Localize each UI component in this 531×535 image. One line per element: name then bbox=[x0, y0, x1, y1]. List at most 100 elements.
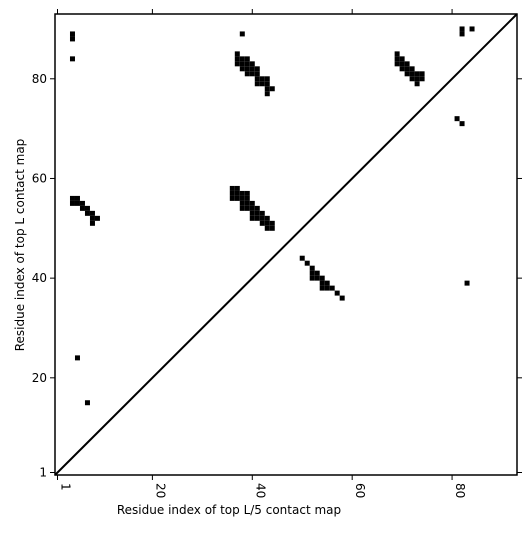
contact-cell bbox=[249, 71, 255, 77]
contact-cell bbox=[254, 215, 260, 221]
contact-cell bbox=[264, 220, 270, 226]
contact-cell bbox=[249, 210, 255, 216]
contact-cell bbox=[414, 81, 420, 87]
contact-cell bbox=[319, 280, 325, 286]
contact-cell bbox=[414, 76, 420, 82]
contact-cell bbox=[84, 210, 90, 216]
contact-cell bbox=[244, 195, 250, 201]
contact-cell bbox=[324, 280, 330, 286]
contact-cell bbox=[69, 36, 75, 42]
contact-cell bbox=[244, 56, 250, 62]
contact-cell bbox=[259, 81, 265, 87]
contact-cell bbox=[244, 205, 250, 211]
contact-cell bbox=[234, 185, 240, 191]
contact-cell bbox=[259, 76, 265, 82]
contact-cell bbox=[254, 76, 260, 82]
contact-cell bbox=[69, 200, 75, 206]
contact-cell bbox=[234, 51, 240, 57]
contact-cell bbox=[264, 81, 270, 87]
contact-cell bbox=[74, 355, 80, 361]
contact-cell bbox=[244, 71, 250, 77]
contact-cell bbox=[409, 71, 415, 77]
contact-cell bbox=[69, 56, 75, 62]
contact-cell bbox=[84, 400, 90, 406]
contact-cell bbox=[394, 51, 400, 57]
x-tick-label: 60 bbox=[353, 483, 367, 498]
contact-cell bbox=[229, 190, 235, 196]
contact-cell bbox=[409, 66, 415, 72]
contact-cell bbox=[339, 295, 345, 301]
contact-cell bbox=[309, 270, 315, 276]
contact-cell bbox=[259, 220, 265, 226]
contact-cell bbox=[254, 66, 260, 72]
contact-cell bbox=[239, 200, 245, 206]
plot-frame bbox=[54, 13, 518, 476]
contact-cell bbox=[249, 66, 255, 72]
contact-cell bbox=[264, 86, 270, 92]
contact-cell bbox=[254, 210, 260, 216]
y-tick-label: 1 bbox=[39, 466, 47, 480]
contact-cell bbox=[319, 285, 325, 291]
contact-cell bbox=[234, 61, 240, 67]
contact-cell bbox=[244, 190, 250, 196]
contact-cell bbox=[414, 71, 420, 77]
contact-cell bbox=[399, 66, 405, 72]
contact-cell bbox=[239, 61, 245, 67]
y-tick-label: 40 bbox=[32, 271, 47, 285]
contact-cell bbox=[259, 215, 265, 221]
contact-cell bbox=[89, 210, 95, 216]
diagonal bbox=[54, 13, 518, 476]
y-tick-label: 20 bbox=[32, 371, 47, 385]
contact-cell bbox=[469, 26, 475, 32]
contact-cell bbox=[239, 31, 245, 37]
contact-cell bbox=[239, 205, 245, 211]
contact-cell bbox=[234, 56, 240, 62]
contact-cell bbox=[239, 195, 245, 201]
contact-cell bbox=[259, 210, 265, 216]
contact-cell bbox=[89, 220, 95, 226]
contact-cell bbox=[264, 91, 270, 97]
contact-cell bbox=[234, 190, 240, 196]
contact-cell bbox=[89, 215, 95, 221]
contact-cell bbox=[234, 195, 240, 201]
contact-cell bbox=[69, 195, 75, 201]
contact-cell bbox=[409, 76, 415, 82]
contact-cell bbox=[314, 270, 320, 276]
contact-cell bbox=[264, 76, 270, 82]
contact-cell bbox=[264, 215, 270, 221]
contact-cell bbox=[79, 200, 85, 206]
contact-cell bbox=[459, 26, 465, 32]
contact-cell bbox=[94, 215, 100, 221]
x-tick-label: 40 bbox=[253, 483, 267, 498]
contact-cell bbox=[69, 31, 75, 37]
contact-cell bbox=[264, 225, 270, 231]
contact-cell bbox=[329, 285, 335, 291]
contact-cell bbox=[244, 200, 250, 206]
contact-cell bbox=[324, 285, 330, 291]
contact-cell bbox=[254, 205, 260, 211]
contact-cell bbox=[464, 280, 470, 286]
contact-cell bbox=[459, 121, 465, 127]
contact-cell bbox=[394, 61, 400, 67]
contact-cell bbox=[334, 290, 340, 296]
contact-cell bbox=[459, 31, 465, 37]
contact-cell bbox=[244, 66, 250, 72]
contact-cell bbox=[309, 275, 315, 281]
x-axis-label: Residue index of top L/5 contact map bbox=[117, 503, 341, 517]
contact-cell bbox=[239, 66, 245, 72]
contact-cell bbox=[454, 116, 460, 122]
contact-cell bbox=[269, 225, 275, 231]
contact-cell bbox=[79, 205, 85, 211]
contact-cell bbox=[249, 61, 255, 67]
contact-cell bbox=[239, 190, 245, 196]
contact-cell bbox=[269, 220, 275, 226]
x-tick-label: 1 bbox=[58, 483, 72, 491]
contact-cell bbox=[419, 76, 425, 82]
contact-cell bbox=[249, 205, 255, 211]
contact-cell bbox=[419, 71, 425, 77]
y-tick-label: 80 bbox=[32, 72, 47, 86]
contact-cell bbox=[244, 61, 250, 67]
contact-cell bbox=[84, 205, 90, 211]
contact-cell bbox=[314, 275, 320, 281]
